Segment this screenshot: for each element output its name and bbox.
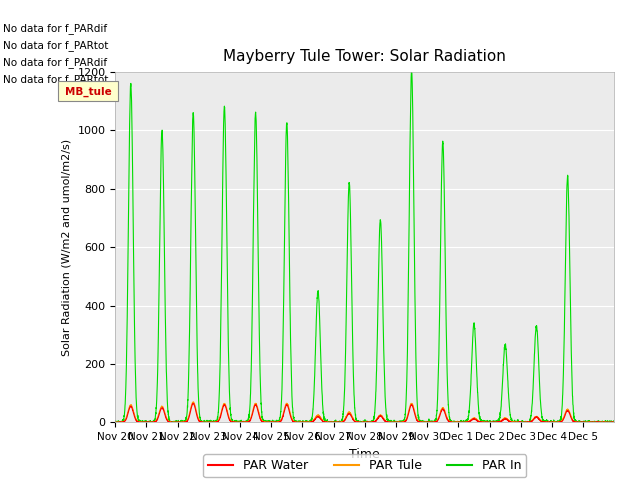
Text: No data for f_PARdif: No data for f_PARdif [3, 57, 108, 68]
Text: No data for f_PARtot: No data for f_PARtot [3, 73, 109, 84]
Y-axis label: Solar Radiation (W/m2 and umol/m2/s): Solar Radiation (W/m2 and umol/m2/s) [62, 139, 72, 356]
Text: No data for f_PARtot: No data for f_PARtot [3, 40, 109, 51]
Text: No data for f_PARdif: No data for f_PARdif [3, 23, 108, 34]
Legend: PAR Water, PAR Tule, PAR In: PAR Water, PAR Tule, PAR In [204, 455, 526, 478]
X-axis label: Time: Time [349, 448, 380, 461]
Text: MB_tule: MB_tule [65, 87, 111, 97]
Title: Mayberry Tule Tower: Solar Radiation: Mayberry Tule Tower: Solar Radiation [223, 49, 506, 64]
